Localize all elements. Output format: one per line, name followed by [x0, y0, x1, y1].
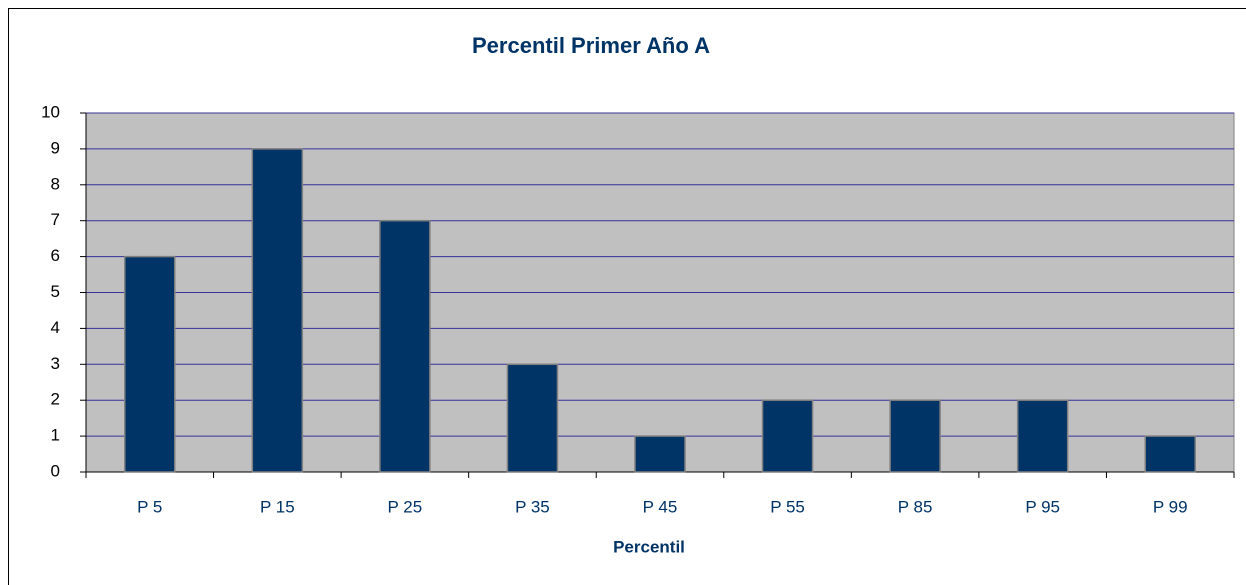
y-tick-label: 3 — [51, 354, 60, 373]
y-tick-label: 8 — [51, 174, 60, 193]
bar — [761, 399, 814, 473]
x-tick-label: P 55 — [770, 497, 805, 516]
y-tick-label: 7 — [51, 210, 60, 229]
bar — [634, 435, 686, 473]
x-tick-label: P 5 — [137, 497, 162, 516]
chart-title: Percentil Primer Año A — [472, 33, 710, 58]
y-tick-label: 0 — [51, 461, 60, 480]
bar — [506, 363, 559, 473]
x-tick-label: P 45 — [643, 497, 678, 516]
bar — [251, 148, 304, 473]
y-tick-label: 1 — [51, 426, 60, 445]
y-tick-label: 6 — [51, 246, 60, 265]
x-tick-label: P 35 — [515, 497, 550, 516]
y-tick-label: 10 — [41, 102, 60, 121]
x-tick-label: P 25 — [388, 497, 423, 516]
y-tick-label: 2 — [51, 390, 60, 409]
x-tick-label: P 85 — [898, 497, 933, 516]
y-tick-label: 5 — [51, 282, 60, 301]
x-tick-label: P 95 — [1025, 497, 1060, 516]
x-axis-label: Percentil — [613, 537, 685, 556]
bar — [889, 399, 941, 473]
y-tick-label: 4 — [51, 318, 60, 337]
x-tick-label: P 99 — [1153, 497, 1188, 516]
bar — [379, 219, 431, 473]
bar — [1016, 399, 1069, 473]
x-tick-label: P 15 — [260, 497, 295, 516]
y-tick-label: 9 — [51, 138, 60, 157]
bar — [1144, 435, 1196, 473]
bar — [124, 255, 176, 473]
